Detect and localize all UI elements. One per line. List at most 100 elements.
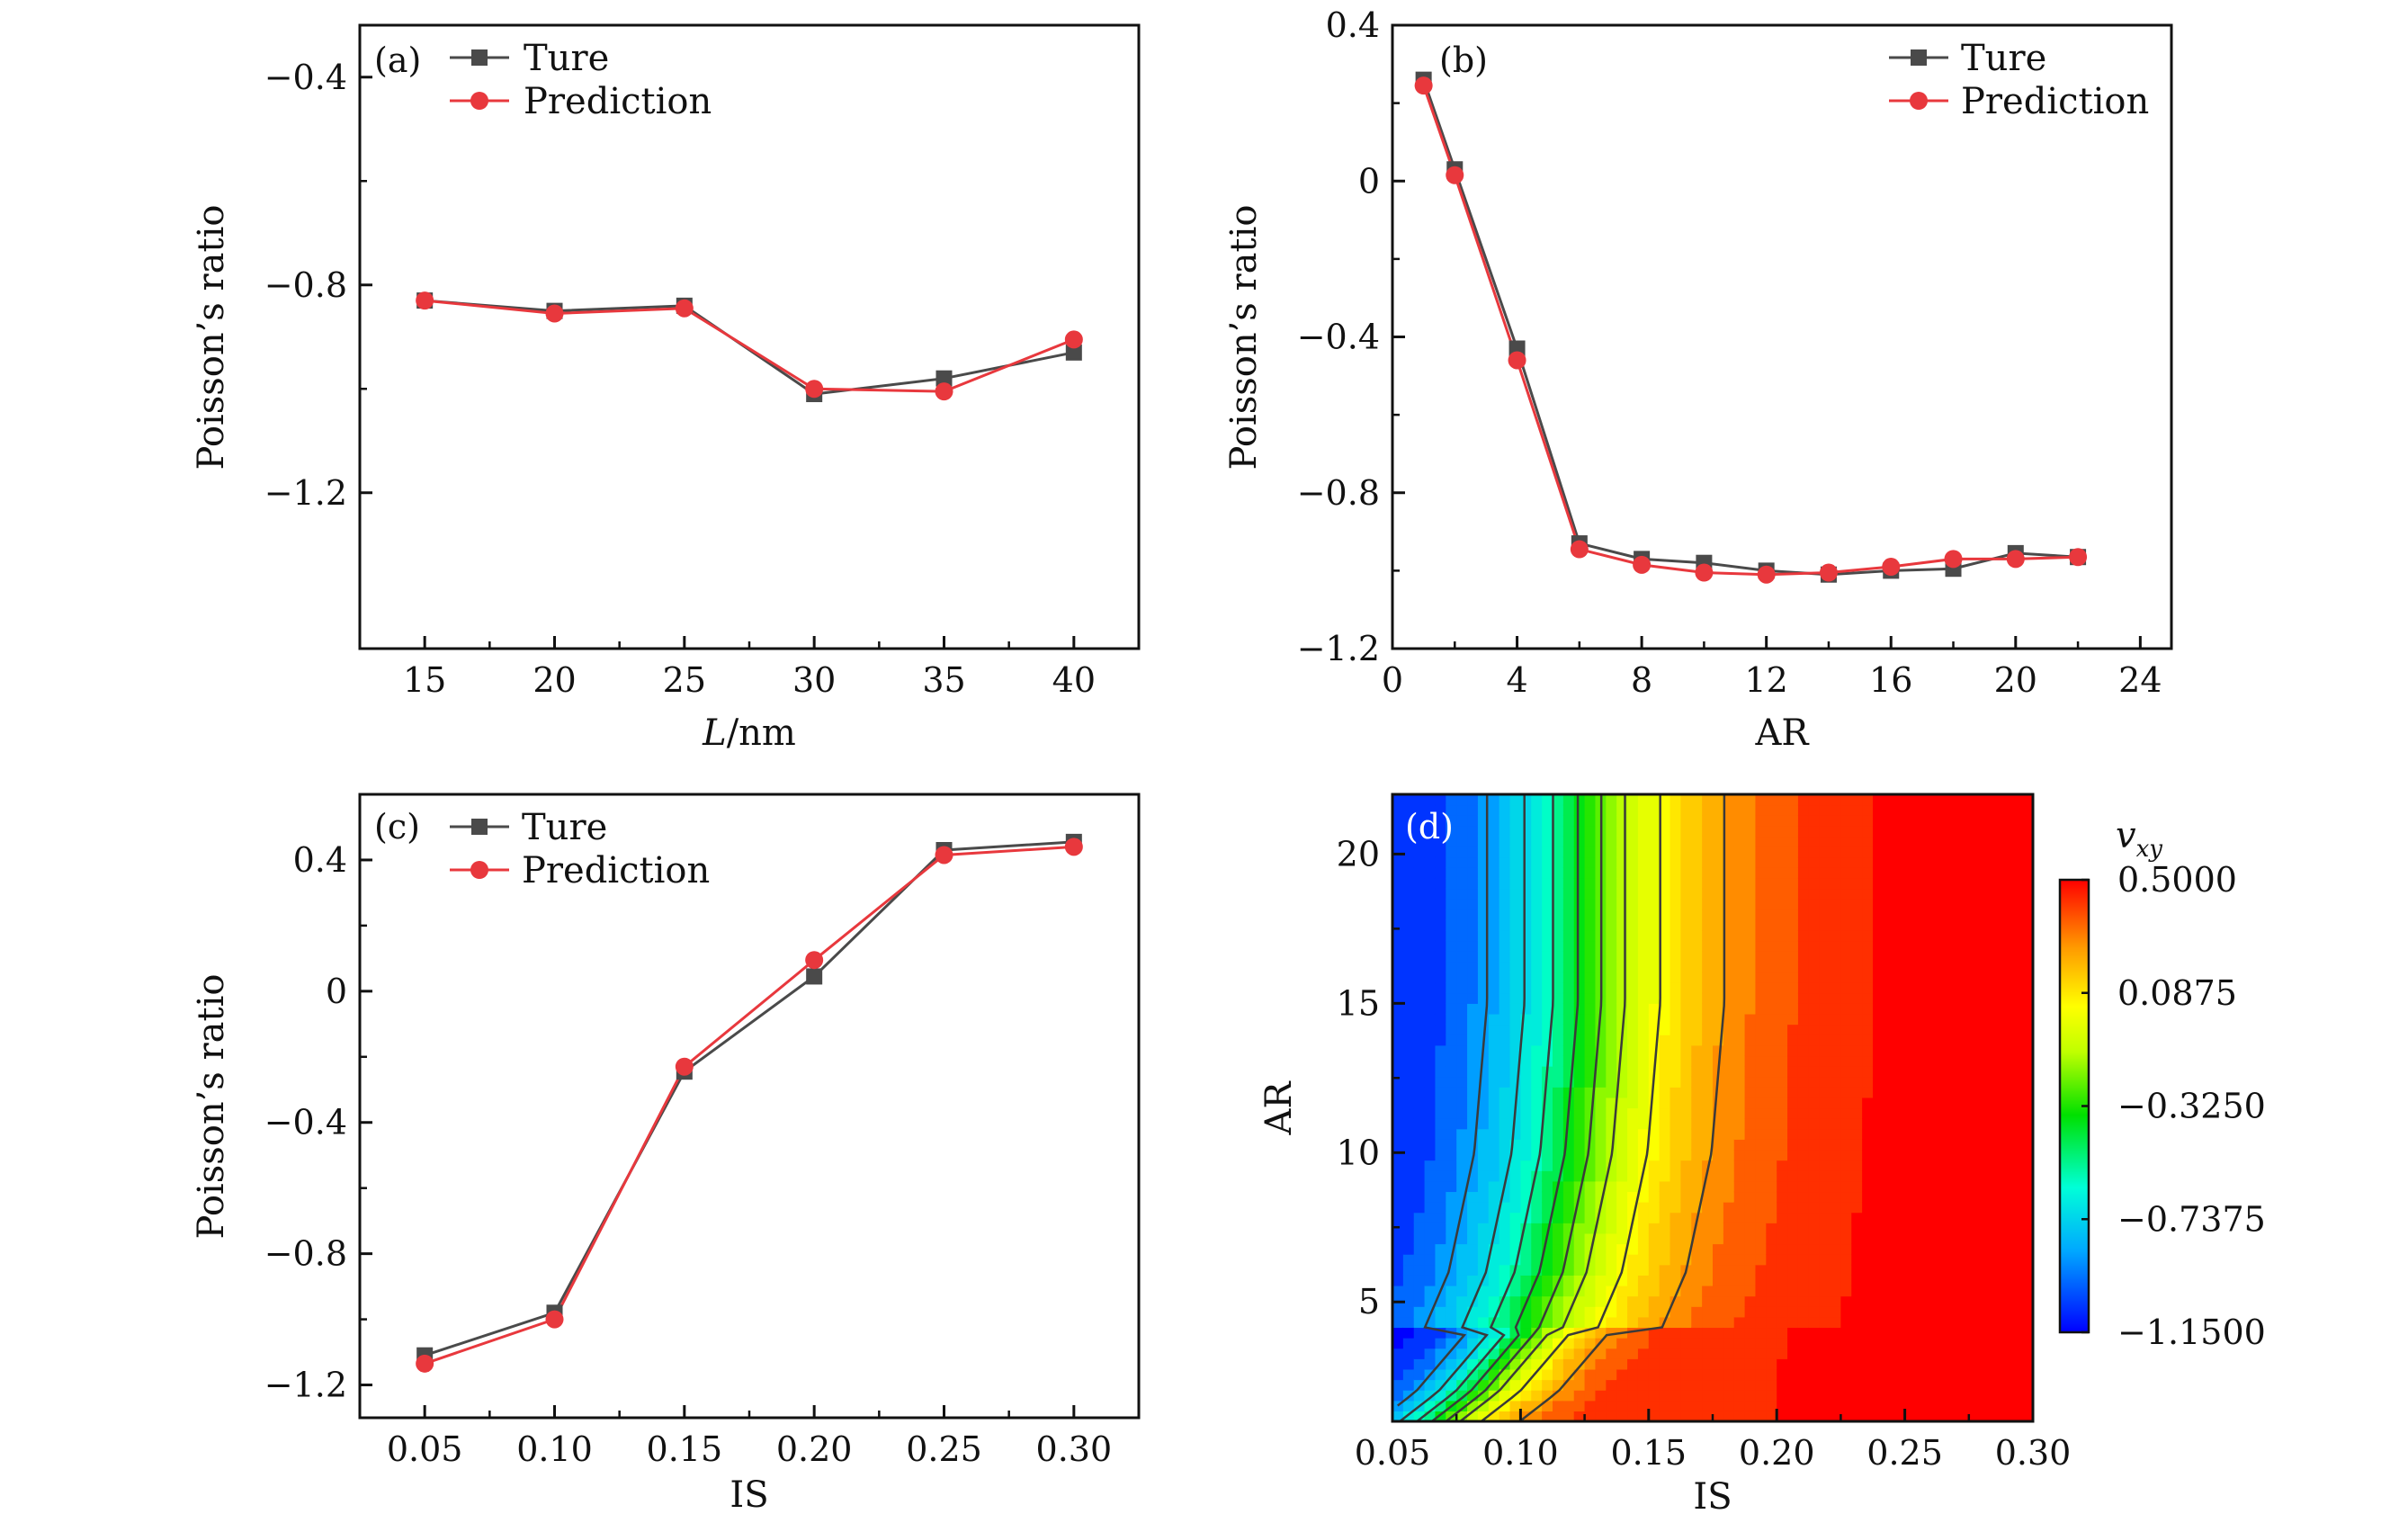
x-tick-label: 20	[1994, 660, 2037, 700]
heatmap-cell	[1957, 1254, 1970, 1266]
heatmap-cell	[1755, 1191, 1767, 1203]
heatmap-cell	[1467, 1003, 1479, 1015]
heatmap-cell	[2022, 972, 2033, 983]
heatmap-cell	[1873, 1066, 1884, 1078]
heatmap-cell	[1595, 1411, 1607, 1421]
heatmap-cell	[1467, 867, 1479, 879]
heatmap-cell	[1562, 836, 1575, 847]
heatmap-cell	[1979, 919, 1992, 931]
heatmap-cell	[1584, 1390, 1597, 1402]
heatmap-cell	[1648, 1411, 1661, 1421]
heatmap-cell	[1777, 1170, 1788, 1182]
heatmap-cell	[1883, 847, 1895, 858]
heatmap-cell	[1509, 1202, 1521, 1214]
heatmap-cell	[1787, 1076, 1799, 1088]
heatmap-cell	[1915, 1212, 1927, 1223]
heatmap-cell	[1402, 1275, 1415, 1286]
heatmap-cell	[1915, 1264, 1927, 1276]
heatmap-cell	[1830, 1254, 1841, 1266]
heatmap-cell	[1477, 1306, 1490, 1318]
heatmap-cell	[1819, 815, 1831, 827]
heatmap-cell	[1947, 1411, 1959, 1421]
heatmap-cell	[1680, 856, 1692, 868]
heatmap-cell	[1413, 909, 1426, 920]
heatmap-cell	[1755, 1295, 1767, 1307]
heatmap-cell	[1979, 930, 1992, 942]
heatmap-cell	[1659, 888, 1671, 900]
contour-line	[1431, 794, 1580, 1421]
heatmap-cell	[1402, 877, 1415, 890]
heatmap-cell	[1637, 1358, 1650, 1370]
heatmap-cell	[1840, 1338, 1852, 1349]
heatmap-cell	[1893, 1306, 1906, 1318]
heatmap-cell	[1542, 972, 1553, 983]
heatmap-cell	[1904, 867, 1917, 879]
heatmap-cell	[1637, 1285, 1650, 1297]
heatmap-cell	[1691, 804, 1703, 816]
heatmap-cell	[1873, 815, 1884, 827]
heatmap-cell	[2022, 961, 2033, 973]
heatmap-cell	[1627, 1139, 1639, 1151]
heatmap-cell	[1669, 1087, 1681, 1098]
heatmap-cell	[1520, 1243, 1532, 1255]
heatmap-cell	[1819, 856, 1831, 868]
heatmap-cell	[1595, 1295, 1607, 1307]
heatmap-cell	[1392, 1348, 1404, 1359]
heatmap-cell	[1819, 1411, 1831, 1421]
heatmap-cell	[1573, 856, 1586, 868]
heatmap-cell	[1797, 847, 1810, 858]
heatmap-cell	[1499, 836, 1511, 847]
heatmap-cell	[1467, 1035, 1479, 1046]
x-tick-label: 0.20	[776, 1429, 853, 1469]
x-tick-label: 8	[1631, 660, 1652, 700]
heatmap-cell	[1573, 1107, 1586, 1119]
heatmap-cell	[1862, 961, 1874, 973]
heatmap-cell	[1573, 847, 1586, 858]
heatmap-cell	[2022, 1338, 2033, 1349]
heatmap-cell	[1691, 1013, 1703, 1026]
heatmap-cell	[1584, 1013, 1597, 1026]
heatmap-cell	[1873, 1180, 1884, 1193]
heatmap-cell	[1744, 1003, 1757, 1015]
heatmap-cell	[1713, 1087, 1724, 1098]
heatmap-cell	[1797, 1212, 1810, 1223]
heatmap-cell	[1402, 1327, 1415, 1339]
heatmap-cell	[1937, 1223, 1948, 1234]
heatmap-cell	[1680, 1035, 1692, 1046]
x-tick-label: 0.05	[387, 1429, 463, 1469]
heatmap-cell	[2001, 1368, 2012, 1381]
heatmap-cell	[1595, 1254, 1607, 1266]
heatmap-cell	[1499, 1044, 1511, 1057]
heatmap-cell	[1873, 825, 1884, 838]
heatmap-cell	[1744, 1170, 1757, 1182]
heatmap-cell	[1702, 1254, 1714, 1266]
heatmap-cell	[1413, 1024, 1426, 1035]
heatmap-cell	[1926, 1390, 1938, 1402]
heatmap-cell	[1979, 1066, 1992, 1078]
heatmap-cell	[1744, 1035, 1757, 1046]
heatmap-cell	[1883, 1118, 1895, 1130]
heatmap-cell	[1883, 1149, 1895, 1161]
heatmap-cell	[1723, 1223, 1735, 1234]
heatmap-cell	[1402, 1170, 1415, 1182]
heatmap-cell	[1573, 1411, 1586, 1421]
heatmap-cell	[1659, 1285, 1671, 1297]
heatmap-cell	[1893, 1149, 1906, 1161]
heatmap-cell	[1819, 1118, 1831, 1130]
heatmap-cell	[1979, 1379, 1992, 1391]
heatmap-cell	[1509, 804, 1521, 816]
heatmap-cell	[1413, 1316, 1426, 1329]
heatmap-cell	[1542, 794, 1553, 806]
heatmap-cell	[1627, 1180, 1639, 1193]
heatmap-cell	[1787, 1097, 1799, 1109]
heatmap-cell	[1392, 804, 1404, 816]
heatmap-cell	[1873, 1139, 1884, 1151]
heatmap-cell	[1862, 825, 1874, 838]
heatmap-cell	[1531, 992, 1543, 1004]
heatmap-cell	[1904, 1024, 1917, 1035]
heatmap-cell	[1723, 1191, 1735, 1203]
heatmap-cell	[1830, 1087, 1841, 1098]
heatmap-cell	[2001, 825, 2012, 838]
heatmap-cell	[1680, 1097, 1692, 1109]
heatmap-cell	[1840, 888, 1852, 900]
